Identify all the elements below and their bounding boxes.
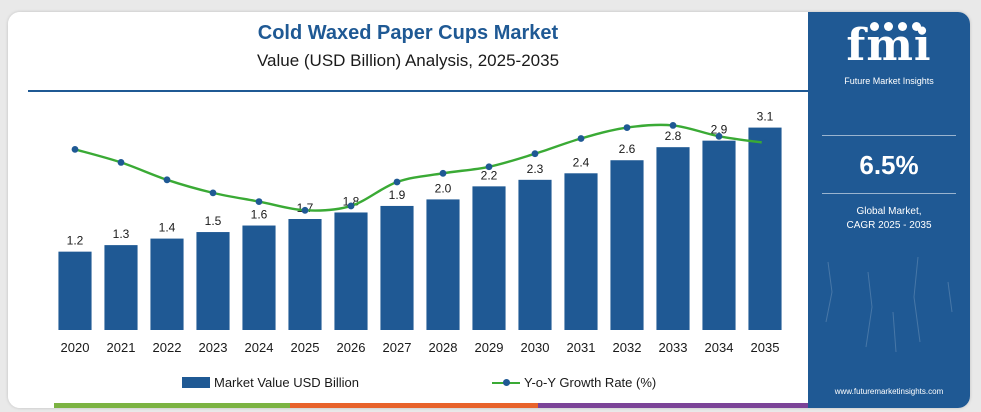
legend-label-growth-rate: Y-o-Y Growth Rate (%) <box>524 374 657 390</box>
growth-rate-point-2031 <box>577 135 585 142</box>
bar-2024 <box>242 225 276 330</box>
bar-value-label-2028: 2.0 <box>435 181 452 195</box>
growth-rate-point-2028 <box>439 169 447 177</box>
growth-rate-point-2021 <box>117 159 125 166</box>
legend-item-market-value: Market Value USD Billion <box>182 372 359 392</box>
sidebar-divider-top <box>822 135 956 136</box>
bar-value-label-2024: 1.6 <box>251 208 268 222</box>
bar-2035 <box>748 127 782 331</box>
bar-2020 <box>58 251 92 330</box>
bar-value-label-2032: 2.6 <box>619 142 636 156</box>
bar-value-label-2031: 2.4 <box>573 155 590 169</box>
bar-2032 <box>610 160 644 330</box>
chart-title: Cold Waxed Paper Cups Market <box>257 22 559 44</box>
brand-name: Future Market Insights <box>844 76 934 86</box>
bar-value-label-2021: 1.3 <box>113 227 130 241</box>
bar-value-label-2033: 2.8 <box>665 129 682 143</box>
x-tick-label-2023: 2023 <box>199 340 228 355</box>
bar-value-label-2034: 2.9 <box>711 123 728 137</box>
x-tick-label-2020: 2020 <box>61 340 90 355</box>
chart-panel: Cold Waxed Paper Cups Market Value (USD … <box>8 12 808 408</box>
growth-rate-point-2029 <box>485 163 493 171</box>
bar-2022 <box>150 238 184 330</box>
sidebar-texture <box>825 256 953 353</box>
x-tick-label-2027: 2027 <box>383 340 412 355</box>
x-tick-label-2021: 2021 <box>107 340 136 355</box>
x-tick-label-2034: 2034 <box>705 340 734 355</box>
bottom-color-strip-orange <box>290 403 538 408</box>
x-tick-label-2028: 2028 <box>429 340 458 355</box>
growth-rate-line <box>74 123 766 212</box>
bar-2033 <box>656 147 690 330</box>
x-tick-label-2035: 2035 <box>751 340 780 355</box>
growth-rate-point-2032 <box>623 124 631 131</box>
sidebar-divider-bottom <box>822 193 956 194</box>
growth-rate-point-2020 <box>71 145 79 153</box>
bottom-color-strip-green <box>54 403 290 408</box>
infographic-card: Cold Waxed Paper Cups Market Value (USD … <box>8 12 970 408</box>
summary-sidebar: fmi Future Market Insights 6.5% Global M… <box>808 12 970 408</box>
bar-value-label-2020: 1.2 <box>67 234 84 248</box>
bar-2031 <box>564 173 598 330</box>
x-tick-label-2025: 2025 <box>291 340 320 355</box>
bar-2027 <box>380 205 414 330</box>
growth-rate-point-2022 <box>163 176 171 184</box>
growth-rate-point-2030 <box>531 150 539 158</box>
bar-2034 <box>702 140 736 330</box>
growth-rate-point-2023 <box>209 189 217 197</box>
bar-2026 <box>334 212 368 330</box>
growth-rate-point-2026 <box>347 202 355 210</box>
bar-2030 <box>518 179 552 330</box>
bar-2021 <box>104 245 138 330</box>
x-tick-label-2032: 2032 <box>613 340 642 355</box>
bar-2029 <box>472 186 506 330</box>
bar-2023 <box>196 232 230 330</box>
bar-value-label-2023: 1.5 <box>205 214 222 228</box>
x-tick-label-2026: 2026 <box>337 340 366 355</box>
bottom-color-strip-purple <box>538 403 808 408</box>
growth-rate-point-2035 <box>761 139 769 147</box>
legend-item-growth-rate: Y-o-Y Growth Rate (%) <box>492 372 656 392</box>
chart-plot-area: 1.220201.320211.420221.520231.620241.720… <box>58 110 782 355</box>
bar-2028 <box>426 199 460 330</box>
growth-rate-point-2033 <box>669 122 677 129</box>
cagr-label: Global Market, CAGR 2025 - 2035 <box>808 205 970 233</box>
legend-line-swatch <box>492 377 520 388</box>
bar-value-label-2029: 2.2 <box>481 168 498 182</box>
legend-bar-swatch <box>182 376 210 388</box>
cagr-label-line1: Global Market, <box>856 206 922 217</box>
x-tick-label-2030: 2030 <box>521 340 550 355</box>
x-tick-label-2024: 2024 <box>245 340 274 355</box>
bar-2025 <box>288 219 322 330</box>
chart-subtitle: Value (USD Billion) Analysis, 2025-2035 <box>256 51 560 70</box>
bar-value-label-2030: 2.3 <box>527 162 544 176</box>
bar-value-label-2027: 1.9 <box>389 188 406 202</box>
bar-value-label-2022: 1.4 <box>159 221 176 235</box>
cagr-label-line2: CAGR 2025 - 2035 <box>846 220 932 231</box>
x-tick-label-2029: 2029 <box>475 340 504 355</box>
growth-rate-point-2027 <box>393 178 401 186</box>
website-link[interactable]: www.futuremarketinsights.com <box>834 387 944 396</box>
title-divider <box>28 90 808 92</box>
growth-rate-point-2024 <box>255 198 263 205</box>
fmi-logo: fmi <box>846 20 932 71</box>
x-tick-label-2031: 2031 <box>567 340 596 355</box>
logo-dots-icon <box>870 18 930 31</box>
x-tick-label-2022: 2022 <box>153 340 182 355</box>
growth-rate-point-2034 <box>715 132 723 140</box>
x-tick-label-2033: 2033 <box>659 340 688 355</box>
legend-label-market-value: Market Value USD Billion <box>214 374 359 390</box>
bar-value-label-2035: 3.1 <box>757 110 774 124</box>
cagr-value: 6.5% <box>859 150 919 180</box>
growth-rate-point-2025 <box>301 206 309 214</box>
